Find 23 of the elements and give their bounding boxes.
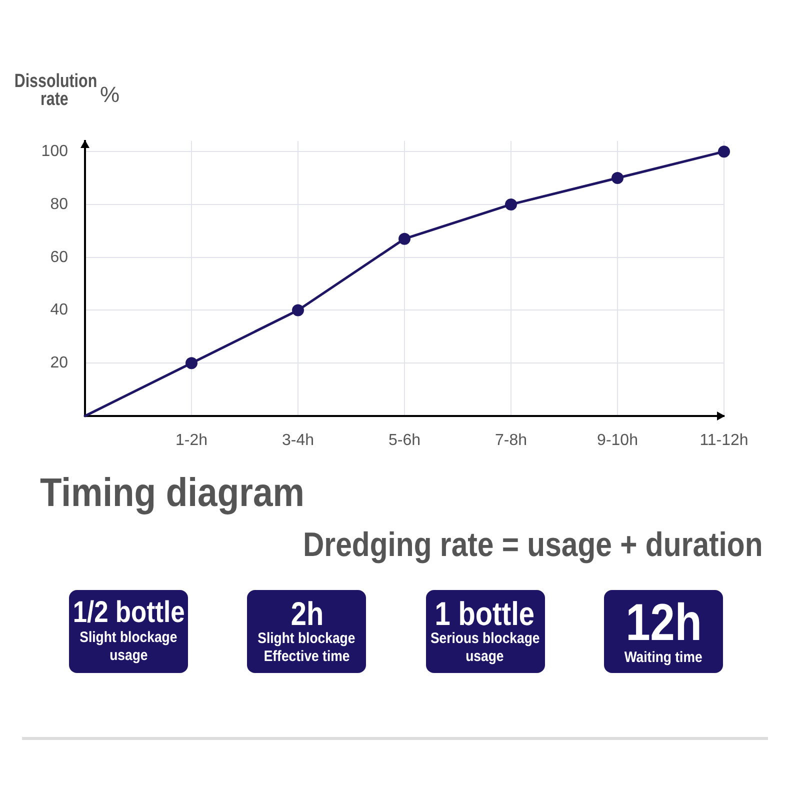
x-tick-label: 9-10h [597,432,638,450]
x-tick-label: 11-12h [700,432,748,450]
x-tick-label: 3-4h [282,432,314,450]
text: Dredging rate = usage + duration [303,526,763,564]
point [612,172,624,184]
text: 1 bottle Serious blockage usage [430,595,540,666]
text: 2h Slight blockage Effective time [258,595,356,666]
point [505,198,517,210]
x-tick-label: 1-2h [175,432,208,450]
y-tick-label: 20 [50,354,68,372]
point [292,304,304,316]
point [186,357,198,370]
y-tick-label: 100 [41,142,68,160]
y-tick-label: 60 [50,248,68,266]
x-tick-label: 5-6h [388,432,421,450]
x-tick-label: 7-8h [494,432,528,450]
text: 1/2 bottle Slight blockage usage [72,596,184,664]
y-tick-label: 80 [50,196,68,213]
text: 12h Waiting time [624,594,702,666]
point [398,232,410,245]
y-tick-label: 40 [50,302,68,319]
point [718,146,730,158]
text: Timing diagram [40,471,304,515]
